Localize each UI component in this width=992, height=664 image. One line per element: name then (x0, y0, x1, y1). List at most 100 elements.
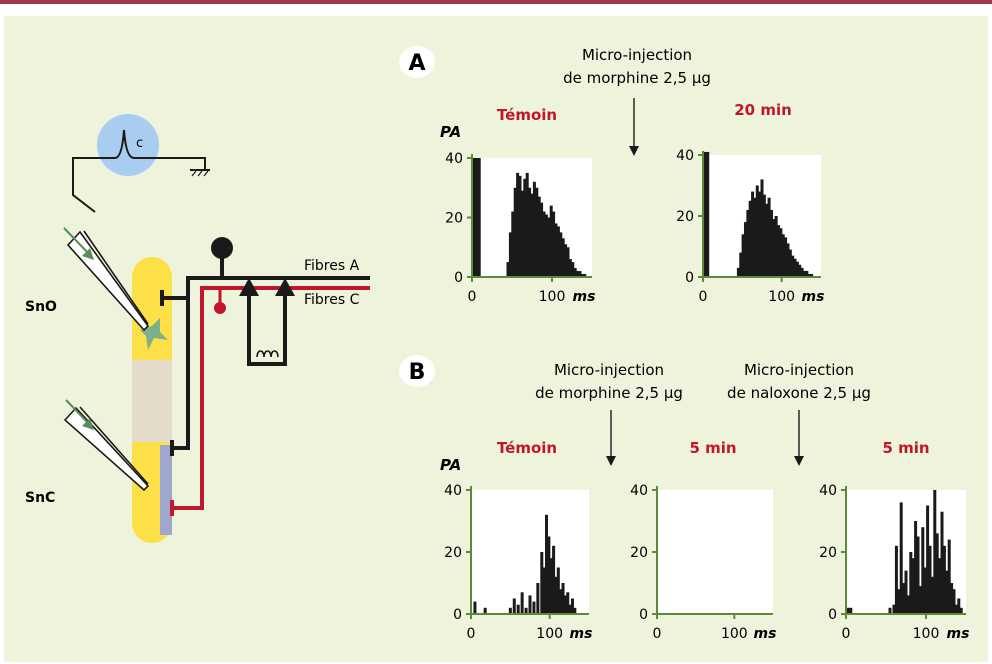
histogram-bar (793, 258, 797, 277)
histogram-bar (849, 607, 853, 614)
y-axis-label: PA (440, 456, 461, 474)
y-tick-label: 20 (630, 545, 648, 561)
histogram-bar (554, 576, 558, 614)
histogram-bar (772, 219, 776, 277)
histogram-bar (559, 232, 563, 277)
histogram-bar (512, 598, 516, 614)
plot-area (657, 490, 773, 614)
histogram-bar (563, 595, 567, 614)
histogram-bar (800, 267, 804, 277)
histogram-bar (769, 209, 773, 277)
histogram-bar (518, 175, 522, 277)
x-tick-label: 0 (467, 626, 476, 642)
histogram-2: 0 20 40 0 100 ms 20 min (676, 101, 824, 305)
histogram-bar (536, 583, 540, 614)
histogram-bar (950, 583, 954, 614)
panel-a-badge (399, 46, 435, 78)
histogram-title: 20 min (734, 101, 792, 119)
histogram-3: 0 20 40 0 100 ms PA Témoin (440, 439, 592, 642)
histogram-bar (945, 570, 949, 614)
histogram-bar (545, 514, 549, 614)
histogram-bar (556, 226, 560, 277)
histogram-bar (743, 222, 747, 277)
histogram-bar (795, 261, 799, 277)
y-tick-label: 20 (444, 545, 462, 561)
histogram-bar (537, 196, 541, 277)
histogram-bar (914, 521, 918, 614)
x-axis-label: ms (947, 626, 970, 642)
histogram-1: 0 20 40 0 100 ms PA Témoin (440, 106, 595, 305)
y-tick-label: 40 (819, 483, 837, 499)
histogram-bar (576, 271, 580, 277)
top-bar (0, 0, 992, 4)
histogram-bar (802, 270, 806, 277)
histogram-bar (542, 211, 546, 277)
histogram-bar (578, 271, 582, 277)
x-tick-label: 100 (539, 289, 566, 305)
histogram-bar (741, 234, 745, 277)
histogram-bar (568, 604, 572, 614)
histogram-bar (506, 262, 510, 277)
x-tick-label: 100 (768, 289, 795, 305)
histogram-bar (784, 237, 788, 277)
x-tick-label: 0 (842, 626, 851, 642)
histogram-bar (781, 234, 785, 277)
y-tick-label: 40 (444, 483, 462, 499)
y-tick-label: 40 (676, 148, 694, 164)
x-tick-label: 0 (699, 289, 708, 305)
histogram-bar (940, 511, 944, 614)
arrow-snc-head (82, 418, 94, 430)
stim-arrow-2 (275, 278, 295, 296)
y-tick-label: 20 (445, 211, 463, 227)
histogram-bar (516, 604, 520, 614)
stim-arrow-1 (239, 278, 259, 296)
nucleus-separator (132, 360, 172, 442)
stimulator-coil (256, 350, 279, 358)
histogram-bar (544, 214, 548, 277)
histogram-bar (508, 232, 512, 277)
histogram-4: 0 20 40 0 100 ms 5 min (630, 439, 776, 642)
histogram-bar (942, 545, 946, 614)
histogram-bar (511, 211, 515, 277)
histogram-bar (892, 604, 896, 614)
histogram-bar (528, 595, 532, 614)
histogram-bar (957, 598, 961, 614)
panel-b-arrow2-head (794, 456, 804, 466)
histogram-bar (916, 536, 920, 614)
histogram-bar (753, 197, 757, 277)
histogram-bar (516, 172, 520, 277)
panel-b-arrow1-head (606, 456, 616, 466)
histogram-bar (923, 567, 927, 614)
histogram-bar (746, 209, 750, 277)
histogram-bar (760, 179, 764, 277)
neuron-cell (140, 318, 168, 350)
histogram-bar (540, 552, 544, 614)
histogram-bar (954, 604, 958, 614)
schema: c SnO SnC (25, 114, 370, 543)
histogram-bar (561, 583, 565, 614)
fibre-a-line (172, 276, 370, 450)
histogram-bar (552, 545, 556, 614)
histogram-bar (909, 552, 913, 614)
histogram-bar (938, 558, 942, 614)
electrode-snc-edge (79, 406, 149, 485)
histogram-bar (751, 191, 755, 277)
histogram-bar (554, 223, 558, 277)
histogram-bar (473, 601, 477, 614)
electrode-snc (63, 406, 150, 492)
histogram-bar (549, 205, 553, 277)
histogram-bar (933, 490, 937, 614)
histogram-bar (762, 194, 766, 277)
histogram-bar (583, 274, 587, 277)
histogram-bar (952, 589, 956, 614)
histogram-bar (736, 267, 740, 277)
histogram-bar (930, 576, 934, 614)
x-axis-label: ms (570, 626, 593, 642)
histogram-bar (559, 589, 563, 614)
histogram-bar (525, 172, 529, 277)
histogram-bar (755, 185, 759, 277)
histogram-bar (552, 211, 556, 277)
fibre-c-soma (214, 302, 226, 314)
x-tick-label: 100 (536, 626, 563, 642)
histogram-bar (777, 225, 781, 277)
